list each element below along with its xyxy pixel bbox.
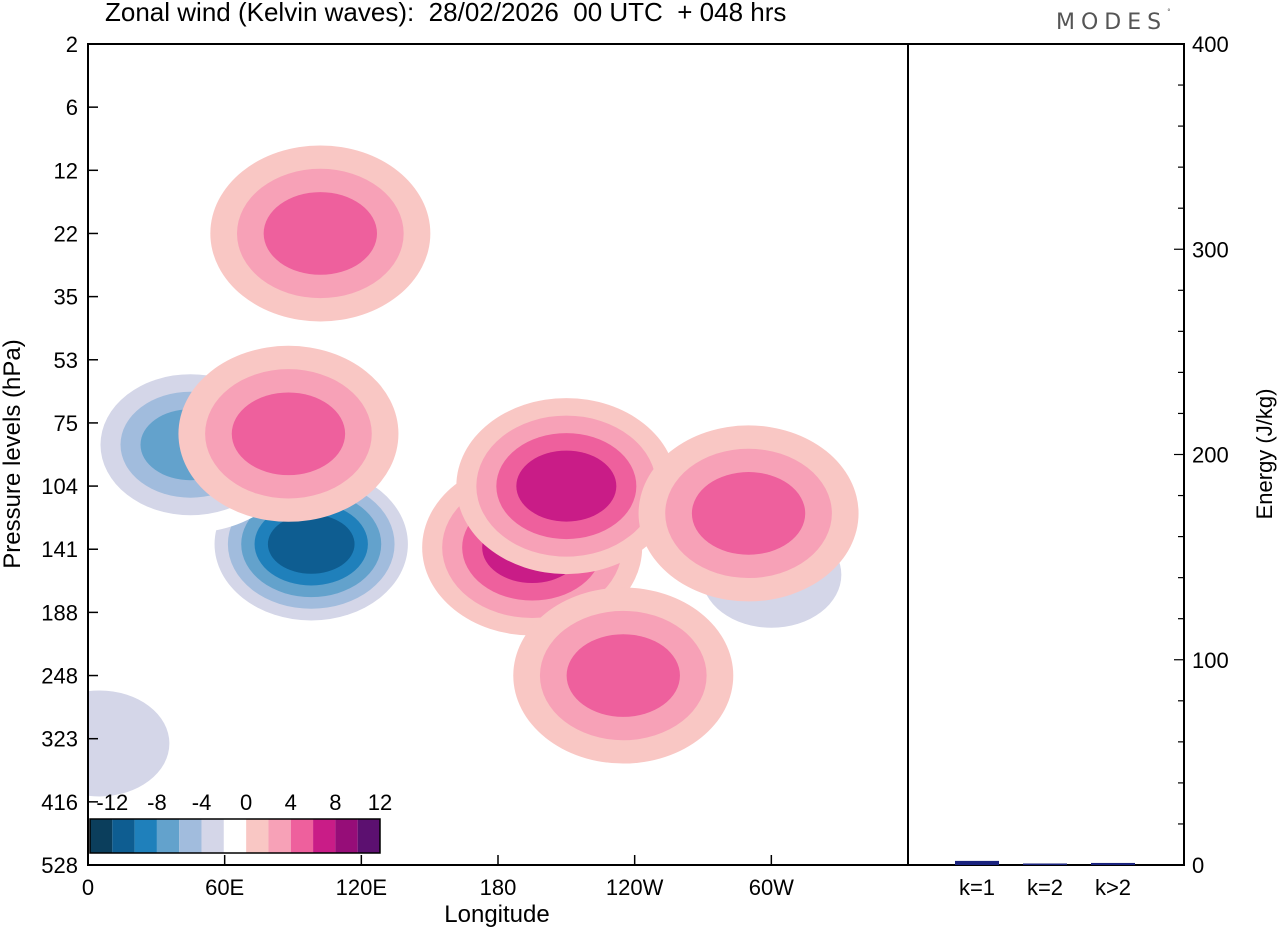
- x-tick-label: 180: [480, 875, 517, 900]
- colorbar-swatch: [357, 819, 380, 853]
- energy-axis: 0 100 200 300 400: [1174, 32, 1229, 878]
- energy-axis-label: Energy (J/kg): [1252, 389, 1277, 520]
- y-tick-label: 22: [54, 221, 78, 246]
- energy-category-label: k=1: [959, 875, 995, 900]
- y-tick-label: 248: [41, 664, 78, 689]
- y-tick-label: 75: [54, 411, 78, 436]
- energy-tick-label: 300: [1192, 237, 1229, 262]
- colorbar-swatch: [268, 819, 291, 853]
- chart-title: Zonal wind (Kelvin waves): 28/02/2026 00…: [105, 0, 787, 27]
- energy-bar-1: [955, 860, 999, 865]
- colorbar-label: -4: [192, 790, 212, 815]
- y-tick-label: 35: [54, 285, 78, 310]
- x-tick-label: 120E: [336, 875, 387, 900]
- colorbar-swatch: [112, 819, 135, 853]
- wind-contour-positive: [516, 450, 617, 522]
- energy-category-label: k=2: [1027, 875, 1063, 900]
- y-tick-label: 416: [41, 790, 78, 815]
- y-tick-label: 12: [54, 158, 78, 183]
- colorbar-label: 0: [240, 790, 252, 815]
- wind-contour-positive: [691, 472, 806, 555]
- colorbar-swatch: [90, 819, 113, 853]
- y-tick-label: 104: [41, 474, 78, 499]
- wind-contour-positive: [231, 392, 346, 476]
- energy-category-label: k>2: [1095, 875, 1131, 900]
- energy-bars: k=1 k=2 k>2: [955, 860, 1135, 900]
- y-tick-label: 188: [41, 600, 78, 625]
- wind-contour-positive: [566, 634, 680, 717]
- wind-contour-negative: [267, 514, 355, 574]
- colorbar-swatch: [335, 819, 358, 853]
- y-axis-label: Pressure levels (hPa): [0, 339, 26, 568]
- wind-contour-field: [88, 145, 882, 832]
- colorbar-swatch: [313, 819, 336, 853]
- colorbar-label: 8: [329, 790, 341, 815]
- colorbar-label: 12: [368, 790, 392, 815]
- energy-tick-label: 0: [1192, 853, 1204, 878]
- x-tick-label: 60W: [749, 875, 794, 900]
- colorbar-swatch: [246, 819, 269, 853]
- colorbar-swatch: [179, 819, 202, 853]
- y-tick-label: 2: [66, 32, 78, 57]
- energy-tick-label: 400: [1192, 32, 1229, 57]
- longitude-axis: 0 60E 120E 180 120W 60W: [82, 855, 794, 900]
- y-tick-label: 53: [54, 348, 78, 373]
- energy-bar-2: [1023, 863, 1067, 865]
- y-tick-label: 528: [41, 853, 78, 878]
- colorbar-swatch: [223, 819, 247, 853]
- colorbar-frame: [89, 818, 381, 854]
- y-tick-label: 323: [41, 727, 78, 752]
- x-tick-label: 0: [82, 875, 94, 900]
- colorbar-swatch: [201, 819, 224, 853]
- colorbar-swatch: [156, 819, 180, 853]
- colorbar-label: 4: [285, 790, 297, 815]
- energy-tick-label: 200: [1192, 443, 1229, 468]
- wind-contour-negative: [88, 690, 170, 797]
- energy-bar-3: [1091, 862, 1135, 865]
- colorbar-label: -12: [96, 790, 128, 815]
- brand-logo: MODES°: [1056, 8, 1171, 35]
- y-tick-label: 141: [41, 537, 78, 562]
- y-tick-label: 6: [66, 95, 78, 120]
- x-axis-label: Longitude: [444, 901, 549, 928]
- x-tick-label: 120W: [606, 875, 664, 900]
- energy-plot-frame: [907, 43, 1185, 866]
- colorbar-legend: -12 -8 -4 0 4 8 12: [89, 790, 392, 854]
- energy-tick-label: 100: [1192, 648, 1229, 673]
- colorbar-swatch: [290, 819, 314, 853]
- colorbar-label: -8: [147, 790, 167, 815]
- pressure-axis: 2 6 12 22 35 53 75 104 141 188 248 323 416 528: [41, 32, 98, 878]
- x-tick-label: 60E: [205, 875, 244, 900]
- wind-contour-positive: [263, 192, 378, 275]
- colorbar-swatch: [134, 819, 157, 853]
